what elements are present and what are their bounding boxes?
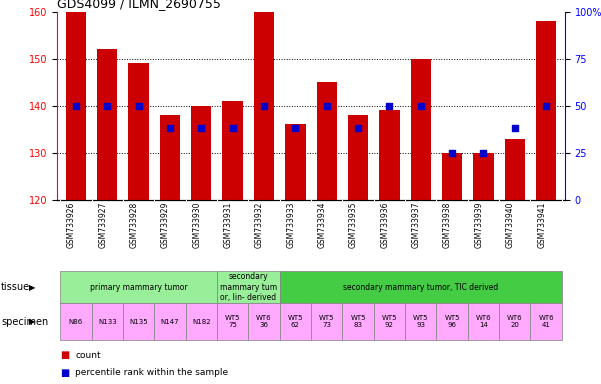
Text: WT6
36: WT6 36 [256, 315, 272, 328]
Point [542, 103, 551, 109]
Bar [317, 82, 337, 200]
Text: WT6
20: WT6 20 [507, 315, 523, 328]
Text: GSM733936: GSM733936 [380, 202, 389, 248]
Bar [66, 12, 86, 200]
Text: GSM733926: GSM733926 [67, 202, 76, 248]
Point [165, 125, 175, 131]
Text: GSM733935: GSM733935 [349, 202, 358, 248]
Text: GSM733931: GSM733931 [224, 202, 233, 248]
Text: tissue: tissue [1, 282, 30, 292]
Text: WT6
41: WT6 41 [538, 315, 554, 328]
Text: GSM733929: GSM733929 [161, 202, 170, 248]
Bar [222, 101, 243, 200]
Bar [468, 303, 499, 340]
Text: WT5
83: WT5 83 [350, 315, 366, 328]
Text: N147: N147 [160, 319, 179, 324]
Point [385, 103, 394, 109]
Text: GSM733928: GSM733928 [130, 202, 139, 248]
Text: WT5
92: WT5 92 [382, 315, 397, 328]
Text: ■: ■ [60, 350, 69, 360]
Text: primary mammary tumor: primary mammary tumor [90, 283, 188, 291]
Bar [505, 139, 525, 200]
Text: N135: N135 [129, 319, 148, 324]
Text: GDS4099 / ILMN_2690755: GDS4099 / ILMN_2690755 [57, 0, 221, 10]
Point [416, 103, 426, 109]
Text: N86: N86 [69, 319, 83, 324]
Text: ▶: ▶ [29, 283, 35, 291]
Text: WT5
96: WT5 96 [444, 315, 460, 328]
Bar [410, 58, 431, 200]
Bar [248, 303, 279, 340]
Text: secondary
mammary tum
or, lin- derived: secondary mammary tum or, lin- derived [220, 272, 277, 302]
Bar [343, 303, 374, 340]
Bar [129, 63, 149, 200]
Point [71, 103, 81, 109]
Bar [436, 303, 468, 340]
Text: WT5
93: WT5 93 [413, 315, 429, 328]
Bar [60, 271, 217, 303]
Bar [91, 303, 123, 340]
Bar [279, 271, 562, 303]
Bar [374, 303, 405, 340]
Text: GSM733938: GSM733938 [443, 202, 452, 248]
Bar [531, 303, 562, 340]
Text: WT5
62: WT5 62 [288, 315, 303, 328]
Text: ■: ■ [60, 368, 69, 378]
Bar [536, 21, 557, 200]
Text: count: count [75, 351, 101, 360]
Text: GSM733934: GSM733934 [318, 202, 327, 248]
Text: GSM733927: GSM733927 [98, 202, 107, 248]
Point [134, 103, 144, 109]
Point [353, 125, 363, 131]
Bar [279, 303, 311, 340]
Text: secondary mammary tumor, TIC derived: secondary mammary tumor, TIC derived [343, 283, 498, 291]
Text: ▶: ▶ [29, 317, 35, 326]
Bar [123, 303, 154, 340]
Text: GSM733937: GSM733937 [412, 202, 421, 248]
Text: N133: N133 [98, 319, 117, 324]
Bar [405, 303, 436, 340]
Point [478, 149, 488, 156]
Point [259, 103, 269, 109]
Bar [499, 303, 531, 340]
Text: WT6
14: WT6 14 [475, 315, 491, 328]
Bar [191, 106, 212, 200]
Text: GSM733933: GSM733933 [286, 202, 295, 248]
Bar [154, 303, 186, 340]
Bar [254, 12, 274, 200]
Point [228, 125, 237, 131]
Bar [217, 303, 248, 340]
Point [510, 125, 520, 131]
Bar [160, 115, 180, 200]
Point [447, 149, 457, 156]
Bar [442, 152, 462, 200]
Bar [285, 124, 305, 200]
Bar [379, 110, 400, 200]
Text: GSM733939: GSM733939 [474, 202, 483, 248]
Bar [97, 49, 117, 200]
Bar [348, 115, 368, 200]
Text: specimen: specimen [1, 316, 49, 327]
Text: WT5
73: WT5 73 [319, 315, 334, 328]
Point [102, 103, 112, 109]
Bar [60, 303, 91, 340]
Point [197, 125, 206, 131]
Bar [311, 303, 343, 340]
Point [322, 103, 332, 109]
Text: GSM733932: GSM733932 [255, 202, 264, 248]
Bar [186, 303, 217, 340]
Bar [217, 271, 279, 303]
Text: WT5
75: WT5 75 [225, 315, 240, 328]
Text: GSM733930: GSM733930 [192, 202, 201, 248]
Text: N182: N182 [192, 319, 210, 324]
Bar [473, 152, 493, 200]
Text: GSM733940: GSM733940 [506, 202, 515, 248]
Point [290, 125, 300, 131]
Text: GSM733941: GSM733941 [537, 202, 546, 248]
Text: percentile rank within the sample: percentile rank within the sample [75, 369, 228, 377]
